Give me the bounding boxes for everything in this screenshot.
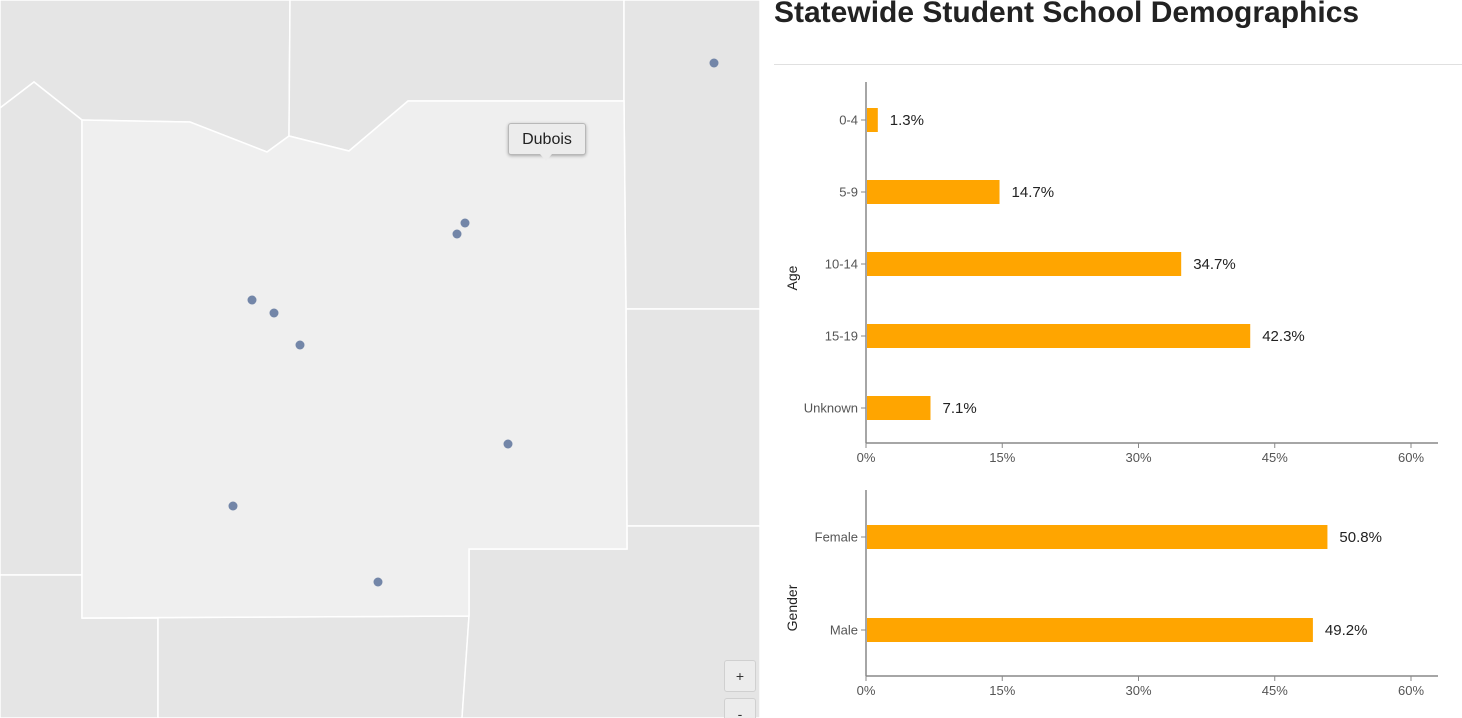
bar xyxy=(867,252,1182,276)
gender-bar-chart: 0% 15% 30% 45% 60% Female 50.8% Male 49.2% Gender xyxy=(784,490,1438,698)
category-label: Female xyxy=(815,530,858,545)
title-divider xyxy=(774,64,1462,65)
x-tick-label: 60% xyxy=(1398,683,1424,698)
category-label: Unknown xyxy=(804,401,858,416)
school-marker[interactable] xyxy=(709,58,719,68)
school-marker[interactable] xyxy=(295,340,305,350)
bar-value-label: 14.7% xyxy=(1012,184,1055,201)
county-dubois[interactable] xyxy=(81,100,628,619)
bar-value-label: 42.3% xyxy=(1262,328,1305,345)
x-tick-label: 0% xyxy=(857,683,876,698)
page-title: Statewide Student School Demographics xyxy=(774,0,1360,29)
school-marker[interactable] xyxy=(269,308,279,318)
county-southeast[interactable] xyxy=(461,525,760,718)
bar-value-label: 34.7% xyxy=(1193,256,1236,273)
school-marker[interactable] xyxy=(247,295,257,305)
map-canvas[interactable] xyxy=(0,0,760,718)
age-bar-chart: 0% 15% 30% 45% 60% 0-4 1.3% 5-9 14.7% 10-14 34.7% 1… xyxy=(784,82,1438,465)
y-axis-title: Gender xyxy=(784,584,800,631)
category-label: 10-14 xyxy=(825,257,858,272)
bar-value-label: 7.1% xyxy=(942,400,976,417)
bar xyxy=(867,324,1251,348)
tooltip-pointer xyxy=(540,154,552,161)
x-tick-label: 15% xyxy=(989,683,1015,698)
category-label: Male xyxy=(830,623,858,638)
bar-value-label: 50.8% xyxy=(1339,529,1382,546)
bar xyxy=(867,180,1000,204)
x-tick-label: 0% xyxy=(857,450,876,465)
county-tooltip: Dubois xyxy=(508,123,586,155)
bar-value-label: 49.2% xyxy=(1325,622,1368,639)
county-map[interactable]: Dubois + - xyxy=(0,0,760,718)
school-marker[interactable] xyxy=(228,501,238,511)
bar xyxy=(867,108,878,132)
category-label: 0-4 xyxy=(839,113,858,128)
y-axis-title: Age xyxy=(784,265,800,290)
school-marker[interactable] xyxy=(503,439,513,449)
category-label: 15-19 xyxy=(825,329,858,344)
county-northeast[interactable] xyxy=(623,0,760,310)
bar xyxy=(867,396,931,420)
zoom-in-button[interactable]: + xyxy=(724,660,756,692)
zoom-out-button[interactable]: - xyxy=(724,698,756,718)
school-marker[interactable] xyxy=(460,218,470,228)
bar xyxy=(867,618,1313,642)
x-tick-label: 15% xyxy=(989,450,1015,465)
county-west[interactable] xyxy=(0,81,83,576)
bar xyxy=(867,525,1328,549)
x-tick-label: 60% xyxy=(1398,450,1424,465)
x-tick-label: 30% xyxy=(1125,450,1151,465)
bar-value-label: 1.3% xyxy=(890,112,924,129)
county-east[interactable] xyxy=(625,308,760,527)
school-marker[interactable] xyxy=(452,229,462,239)
category-label: 5-9 xyxy=(839,185,858,200)
school-marker[interactable] xyxy=(373,577,383,587)
x-tick-label: 45% xyxy=(1262,450,1288,465)
x-tick-label: 30% xyxy=(1125,683,1151,698)
demographics-panel: Statewide Student School Demographics 0%… xyxy=(760,0,1462,718)
x-tick-label: 45% xyxy=(1262,683,1288,698)
